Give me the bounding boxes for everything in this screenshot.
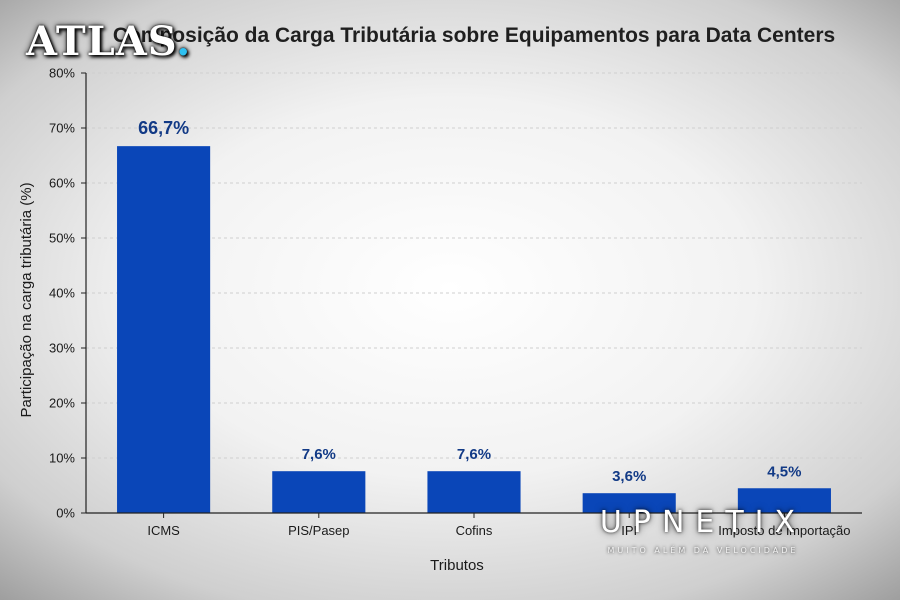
data-labels: 66,7% 7,6% 7,6% 3,6% 4,5% [138, 118, 801, 485]
bar-ipi [582, 493, 676, 513]
y-tick-label: 70% [49, 121, 75, 136]
y-axis-title: Participação na carga tributária (%) [18, 182, 35, 417]
upnetix-logo-tagline: MUITO ALÉM DA VELOCIDADE [607, 546, 799, 555]
y-tick-label: 20% [49, 396, 75, 411]
upnetix-logo: UPNETIX MUITO ALÉM DA VELOCIDADE [568, 505, 838, 555]
category-label: Imposto de importação [718, 523, 850, 538]
x-axis-title: Tributos [430, 557, 484, 574]
data-label: 3,6% [612, 468, 646, 485]
bars [117, 146, 831, 513]
y-tick-label: 60% [49, 176, 75, 191]
category-label: ICMS [147, 523, 180, 538]
bar-pis-pasep [272, 471, 366, 513]
y-tick-label: 30% [49, 341, 75, 356]
atlas-logo: ATLAS. [26, 18, 191, 65]
category-label: PIS/Pasep [288, 523, 349, 538]
atlas-logo-text: ATLAS [26, 18, 177, 65]
y-tick-label: 50% [49, 231, 75, 246]
category-label: IPI [621, 523, 637, 538]
bar-imposto-de-importa-o [737, 488, 831, 513]
bar-icms [117, 146, 211, 513]
data-label: 7,6% [302, 446, 336, 463]
data-label: 4,5% [767, 463, 801, 480]
y-tick-label: 10% [49, 451, 75, 466]
category-label: Cofins [456, 523, 493, 538]
bar-cofins [427, 471, 521, 513]
chart-title: Composição da Carga Tributária sobre Equ… [113, 24, 835, 47]
data-label: 7,6% [457, 446, 491, 463]
y-tick-label: 80% [49, 66, 75, 81]
data-label: 66,7% [138, 118, 189, 138]
upnetix-logo-name: UPNETIX [599, 505, 807, 540]
y-tick-labels: 0% 10% 20% 30% 40% 50% 60% 70% 80% [49, 66, 86, 521]
y-tick-label: 40% [49, 286, 75, 301]
y-tick-label: 0% [56, 506, 75, 521]
category-labels: ICMS PIS/Pasep Cofins IPI Imposto de importa… [147, 513, 851, 538]
atlas-logo-dot: . [176, 18, 192, 65]
